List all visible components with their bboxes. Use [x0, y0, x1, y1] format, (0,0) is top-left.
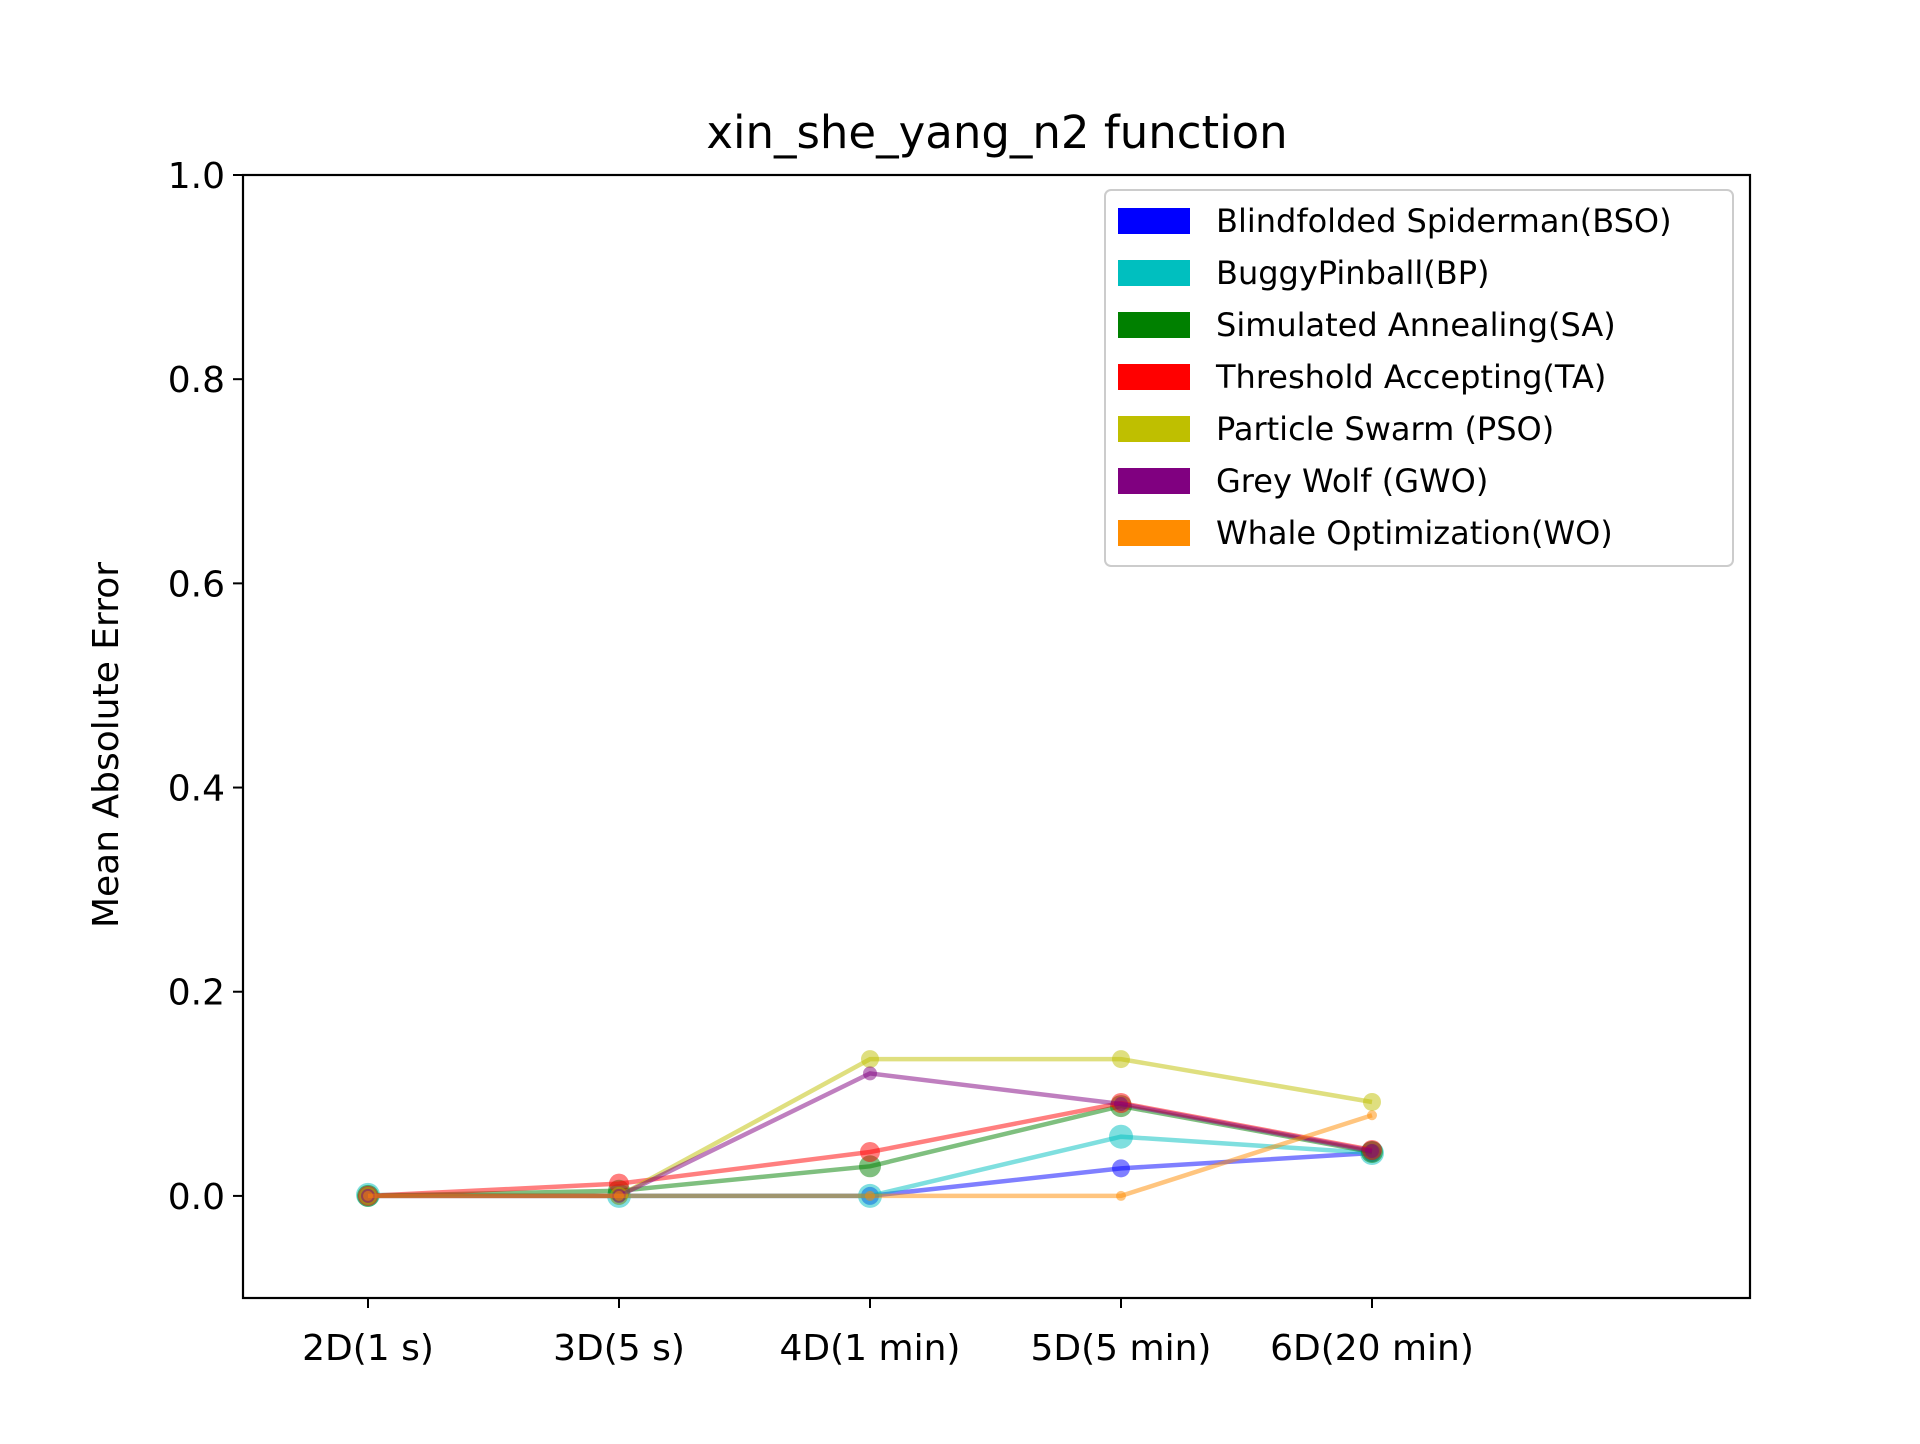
legend-swatch-5 — [1118, 468, 1190, 494]
data-point-4-2 — [861, 1050, 879, 1069]
y-axis-label: Mean Absolute Error — [86, 562, 127, 928]
axes-layer: 0.0 0.2 0.4 0.6 0.8 1.0 2D(1 s) 3D(5 s) 4D(1 min… — [168, 156, 1752, 1369]
y-tick-label-2: 0.4 — [168, 769, 225, 810]
series-line-5 — [368, 1071, 1373, 1199]
legend-label-4: Particle Swarm (PSO) — [1216, 410, 1554, 448]
plot-frame — [241, 173, 1752, 1300]
data-point-5-2 — [863, 1066, 877, 1081]
y-tick-label-5: 1.0 — [168, 156, 225, 197]
legend: Blindfolded Spiderman(BSO) BuggyPinball(B… — [1104, 189, 1734, 567]
data-point-5-4 — [1365, 1143, 1379, 1158]
x-tick-label-2: 4D(1 min) — [780, 1328, 961, 1369]
legend-swatch-4 — [1118, 416, 1190, 442]
chart-title: xin_she_yang_n2 function — [706, 106, 1287, 159]
data-point-6-0 — [363, 1190, 373, 1201]
legend-swatch-0 — [1118, 208, 1190, 234]
data-point-6-1 — [614, 1190, 624, 1201]
data-point-6-2 — [865, 1190, 875, 1201]
data-point-4-3 — [1112, 1050, 1130, 1069]
data-point-1-3 — [1109, 1124, 1133, 1149]
legend-label-0: Blindfolded Spiderman(BSO) — [1216, 202, 1672, 240]
series-layer — [356, 1050, 1384, 1208]
data-point-3-2 — [860, 1142, 880, 1163]
series-5 — [361, 1066, 1379, 1203]
data-point-2-2 — [859, 1155, 881, 1178]
y-tick-label-3: 0.6 — [168, 564, 225, 605]
legend-swatch-1 — [1118, 260, 1190, 286]
data-point-6-4 — [1367, 1110, 1377, 1121]
x-tick-label-4: 6D(20 min) — [1270, 1328, 1474, 1369]
legend-label-5: Grey Wolf (GWO) — [1216, 462, 1488, 500]
data-point-0-3 — [1112, 1159, 1130, 1178]
data-point-5-3 — [1114, 1097, 1128, 1112]
x-tick-label-1: 3D(5 s) — [553, 1328, 685, 1369]
legend-label-6: Whale Optimization(WO) — [1216, 514, 1613, 552]
x-tick-label-0: 2D(1 s) — [302, 1328, 434, 1369]
legend-label-1: BuggyPinball(BP) — [1216, 254, 1489, 292]
y-tick-label-0: 0.0 — [168, 1177, 225, 1218]
x-tick-label-3: 5D(5 min) — [1031, 1328, 1212, 1369]
legend-swatch-3 — [1118, 364, 1190, 390]
legend-swatch-6 — [1118, 520, 1190, 546]
legend-label-2: Simulated Annealing(SA) — [1216, 306, 1616, 344]
legend-box — [1104, 189, 1734, 567]
data-point-4-4 — [1363, 1092, 1381, 1111]
legend-swatch-2 — [1118, 312, 1190, 338]
y-tick-label-4: 0.8 — [168, 360, 225, 401]
data-point-6-3 — [1116, 1190, 1126, 1201]
legend-label-3: Threshold Accepting(TA) — [1215, 358, 1606, 396]
series-6 — [363, 1110, 1377, 1201]
y-tick-label-1: 0.2 — [168, 973, 225, 1014]
